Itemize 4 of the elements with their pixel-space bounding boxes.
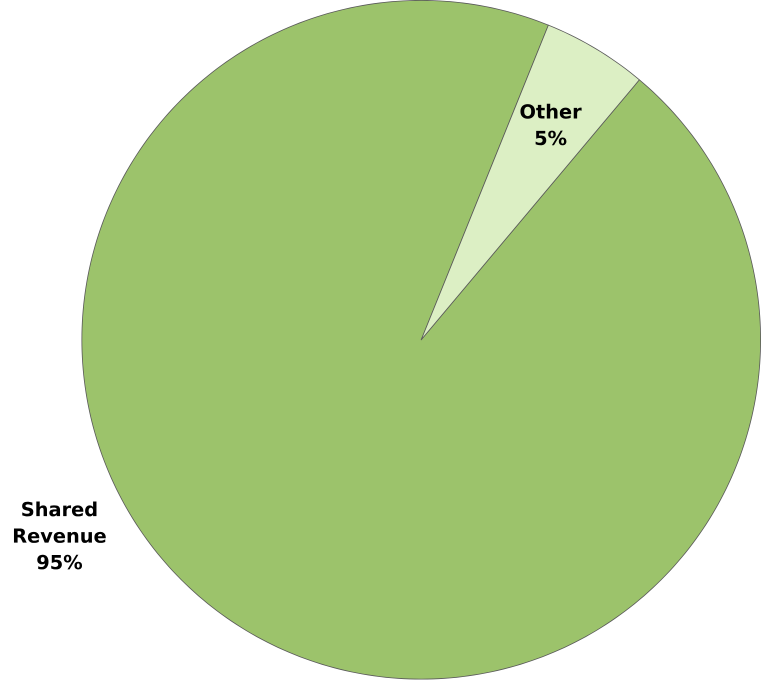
data-label: 5% (536, 130, 566, 146)
data-label: 95% (37, 555, 82, 570)
slice-label: Other (520, 104, 582, 119)
slice-label: Shared Revenue (14, 502, 106, 544)
